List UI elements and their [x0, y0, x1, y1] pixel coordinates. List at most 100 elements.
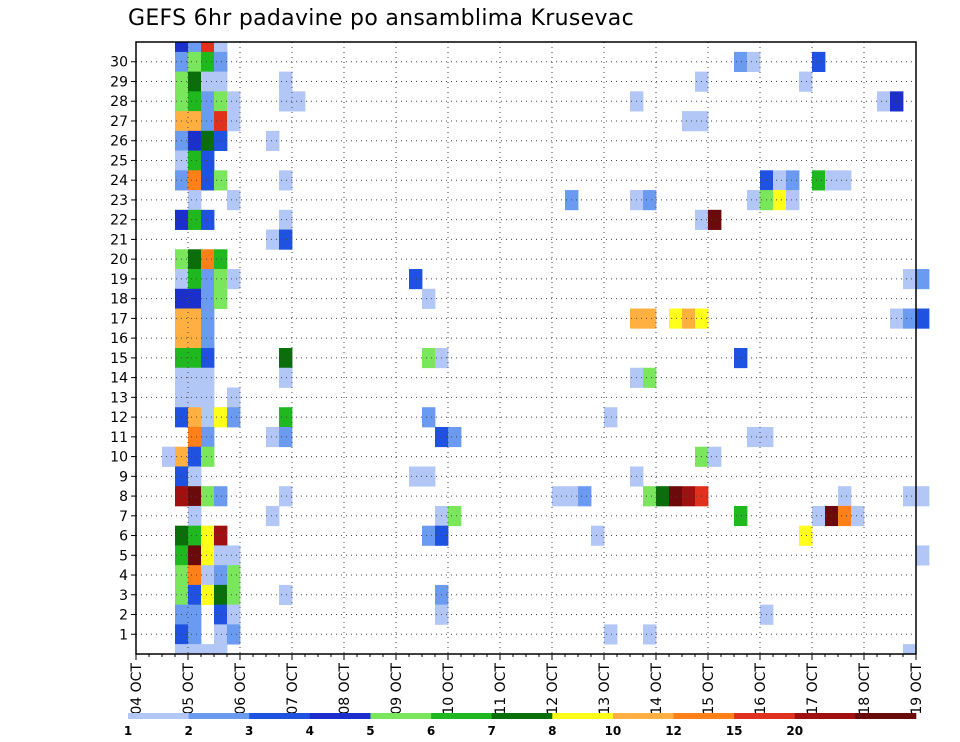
heatmap-cell [279, 229, 293, 250]
heatmap-cell [214, 525, 228, 546]
heatmap-cell [903, 308, 917, 329]
heatmap-cell [201, 91, 215, 112]
colorbar: 1 2 3 4 5 6 7 8 10 12 15 20 [124, 713, 917, 738]
heatmap-cell [227, 584, 241, 606]
colorbar-swatch [734, 713, 796, 719]
heatmap-cell [188, 269, 202, 290]
colorbar-label: 20 [786, 724, 803, 738]
heatmap-cell [188, 170, 202, 191]
heatmap-cell [643, 308, 657, 329]
y-tick-label: 1 [119, 627, 128, 643]
y-tick-label: 29 [110, 74, 128, 90]
heatmap-cell [188, 91, 202, 112]
heatmap-cell [682, 486, 696, 507]
heatmap-cell [591, 525, 605, 546]
heatmap-cell [227, 269, 241, 290]
y-tick-label: 6 [119, 529, 128, 545]
heatmap-cell [162, 446, 176, 467]
x-tick-label: 13 OCT [597, 663, 613, 715]
heatmap-cell [188, 209, 202, 230]
colorbar-label: 8 [548, 724, 556, 738]
heatmap-cell [214, 51, 228, 73]
x-tick-label: 18 OCT [857, 663, 873, 715]
heatmap-cell [214, 111, 228, 132]
heatmap-cell [422, 407, 436, 428]
heatmap-cell [227, 604, 241, 625]
heatmap-cell [656, 486, 670, 507]
heatmap-cell [643, 367, 657, 388]
heatmap-cell [201, 249, 215, 270]
heatmap-cell [201, 170, 215, 191]
heatmap-cell [812, 505, 826, 527]
colorbar-label: 2 [184, 724, 192, 738]
y-tick-label: 9 [119, 469, 128, 485]
colorbar-label: 12 [665, 724, 682, 738]
heatmap-cell [916, 269, 930, 290]
heatmap-cell [773, 190, 787, 211]
heatmap-cell [227, 387, 241, 408]
heatmap-cell [708, 446, 722, 467]
heatmap-cell [279, 486, 293, 507]
heatmap-cell [188, 387, 202, 408]
heatmap-cell [227, 407, 241, 428]
heatmap-cell [188, 426, 202, 448]
heatmap-cell [214, 249, 228, 270]
heatmap-cell [201, 111, 215, 132]
heatmap-cell [188, 545, 202, 566]
plot-frame [135, 41, 917, 655]
heatmap-cell [266, 426, 280, 448]
y-tick-label: 20 [110, 252, 128, 268]
heatmap-cell [214, 91, 228, 112]
colorbar-label: 15 [726, 724, 743, 738]
heatmap-cell [214, 644, 228, 655]
heatmap-cell [422, 348, 436, 369]
colorbar-swatch [370, 713, 432, 719]
heatmap-cell [188, 407, 202, 428]
colorbar-swatch [612, 713, 674, 719]
heatmap-cell [448, 505, 462, 527]
heatmap-cell [409, 269, 423, 290]
y-tick-label: 14 [110, 371, 128, 387]
heatmap-cell [188, 308, 202, 329]
y-tick-label: 28 [110, 94, 128, 110]
heatmap-cell [227, 111, 241, 132]
heatmap-cell [682, 308, 696, 329]
heatmap-cell [266, 505, 280, 527]
heatmap-cell [201, 328, 215, 349]
x-tick-label: 12 OCT [545, 663, 561, 715]
heatmap-cell [279, 91, 293, 112]
colorbar-label: 5 [366, 724, 374, 738]
heatmap-cell [188, 42, 202, 53]
y-tick-label: 7 [119, 509, 128, 525]
heatmap-cell [812, 51, 826, 73]
heatmap-cell [201, 486, 215, 507]
colorbar-label: 7 [488, 724, 496, 738]
heatmap-cell [227, 624, 241, 645]
heatmap-cell [214, 288, 228, 309]
heatmap-cell [422, 525, 436, 546]
heatmap-cell [669, 308, 683, 329]
heatmap-cell [214, 170, 228, 191]
heatmap-cell [279, 170, 293, 191]
y-tick-label: 12 [110, 410, 128, 426]
chart-title: GEFS 6hr padavine po ansamblima Krusevac [128, 6, 634, 31]
heatmap-cell [201, 51, 215, 73]
heatmap-cell [214, 407, 228, 428]
heatmap-cell [214, 130, 228, 151]
heatmap-cell [838, 505, 852, 527]
y-tick-label: 19 [110, 272, 128, 288]
heatmap-cell [799, 71, 813, 92]
heatmap-cell [188, 505, 202, 527]
heatmap-cell [188, 604, 202, 625]
heatmap-cell [175, 644, 189, 655]
heatmap-cell [422, 466, 436, 487]
y-tick-label: 24 [110, 173, 128, 189]
heatmap-cell [201, 71, 215, 92]
y-tick-label: 26 [110, 134, 128, 150]
heatmap-cell [214, 624, 228, 645]
y-axis-ticks: 1234567891011121314151617181920212223242… [110, 55, 136, 643]
heatmap-cell [279, 584, 293, 606]
heatmap-cell [227, 190, 241, 211]
x-tick-label: 10 OCT [441, 663, 457, 715]
x-tick-label: 05 OCT [181, 663, 197, 715]
